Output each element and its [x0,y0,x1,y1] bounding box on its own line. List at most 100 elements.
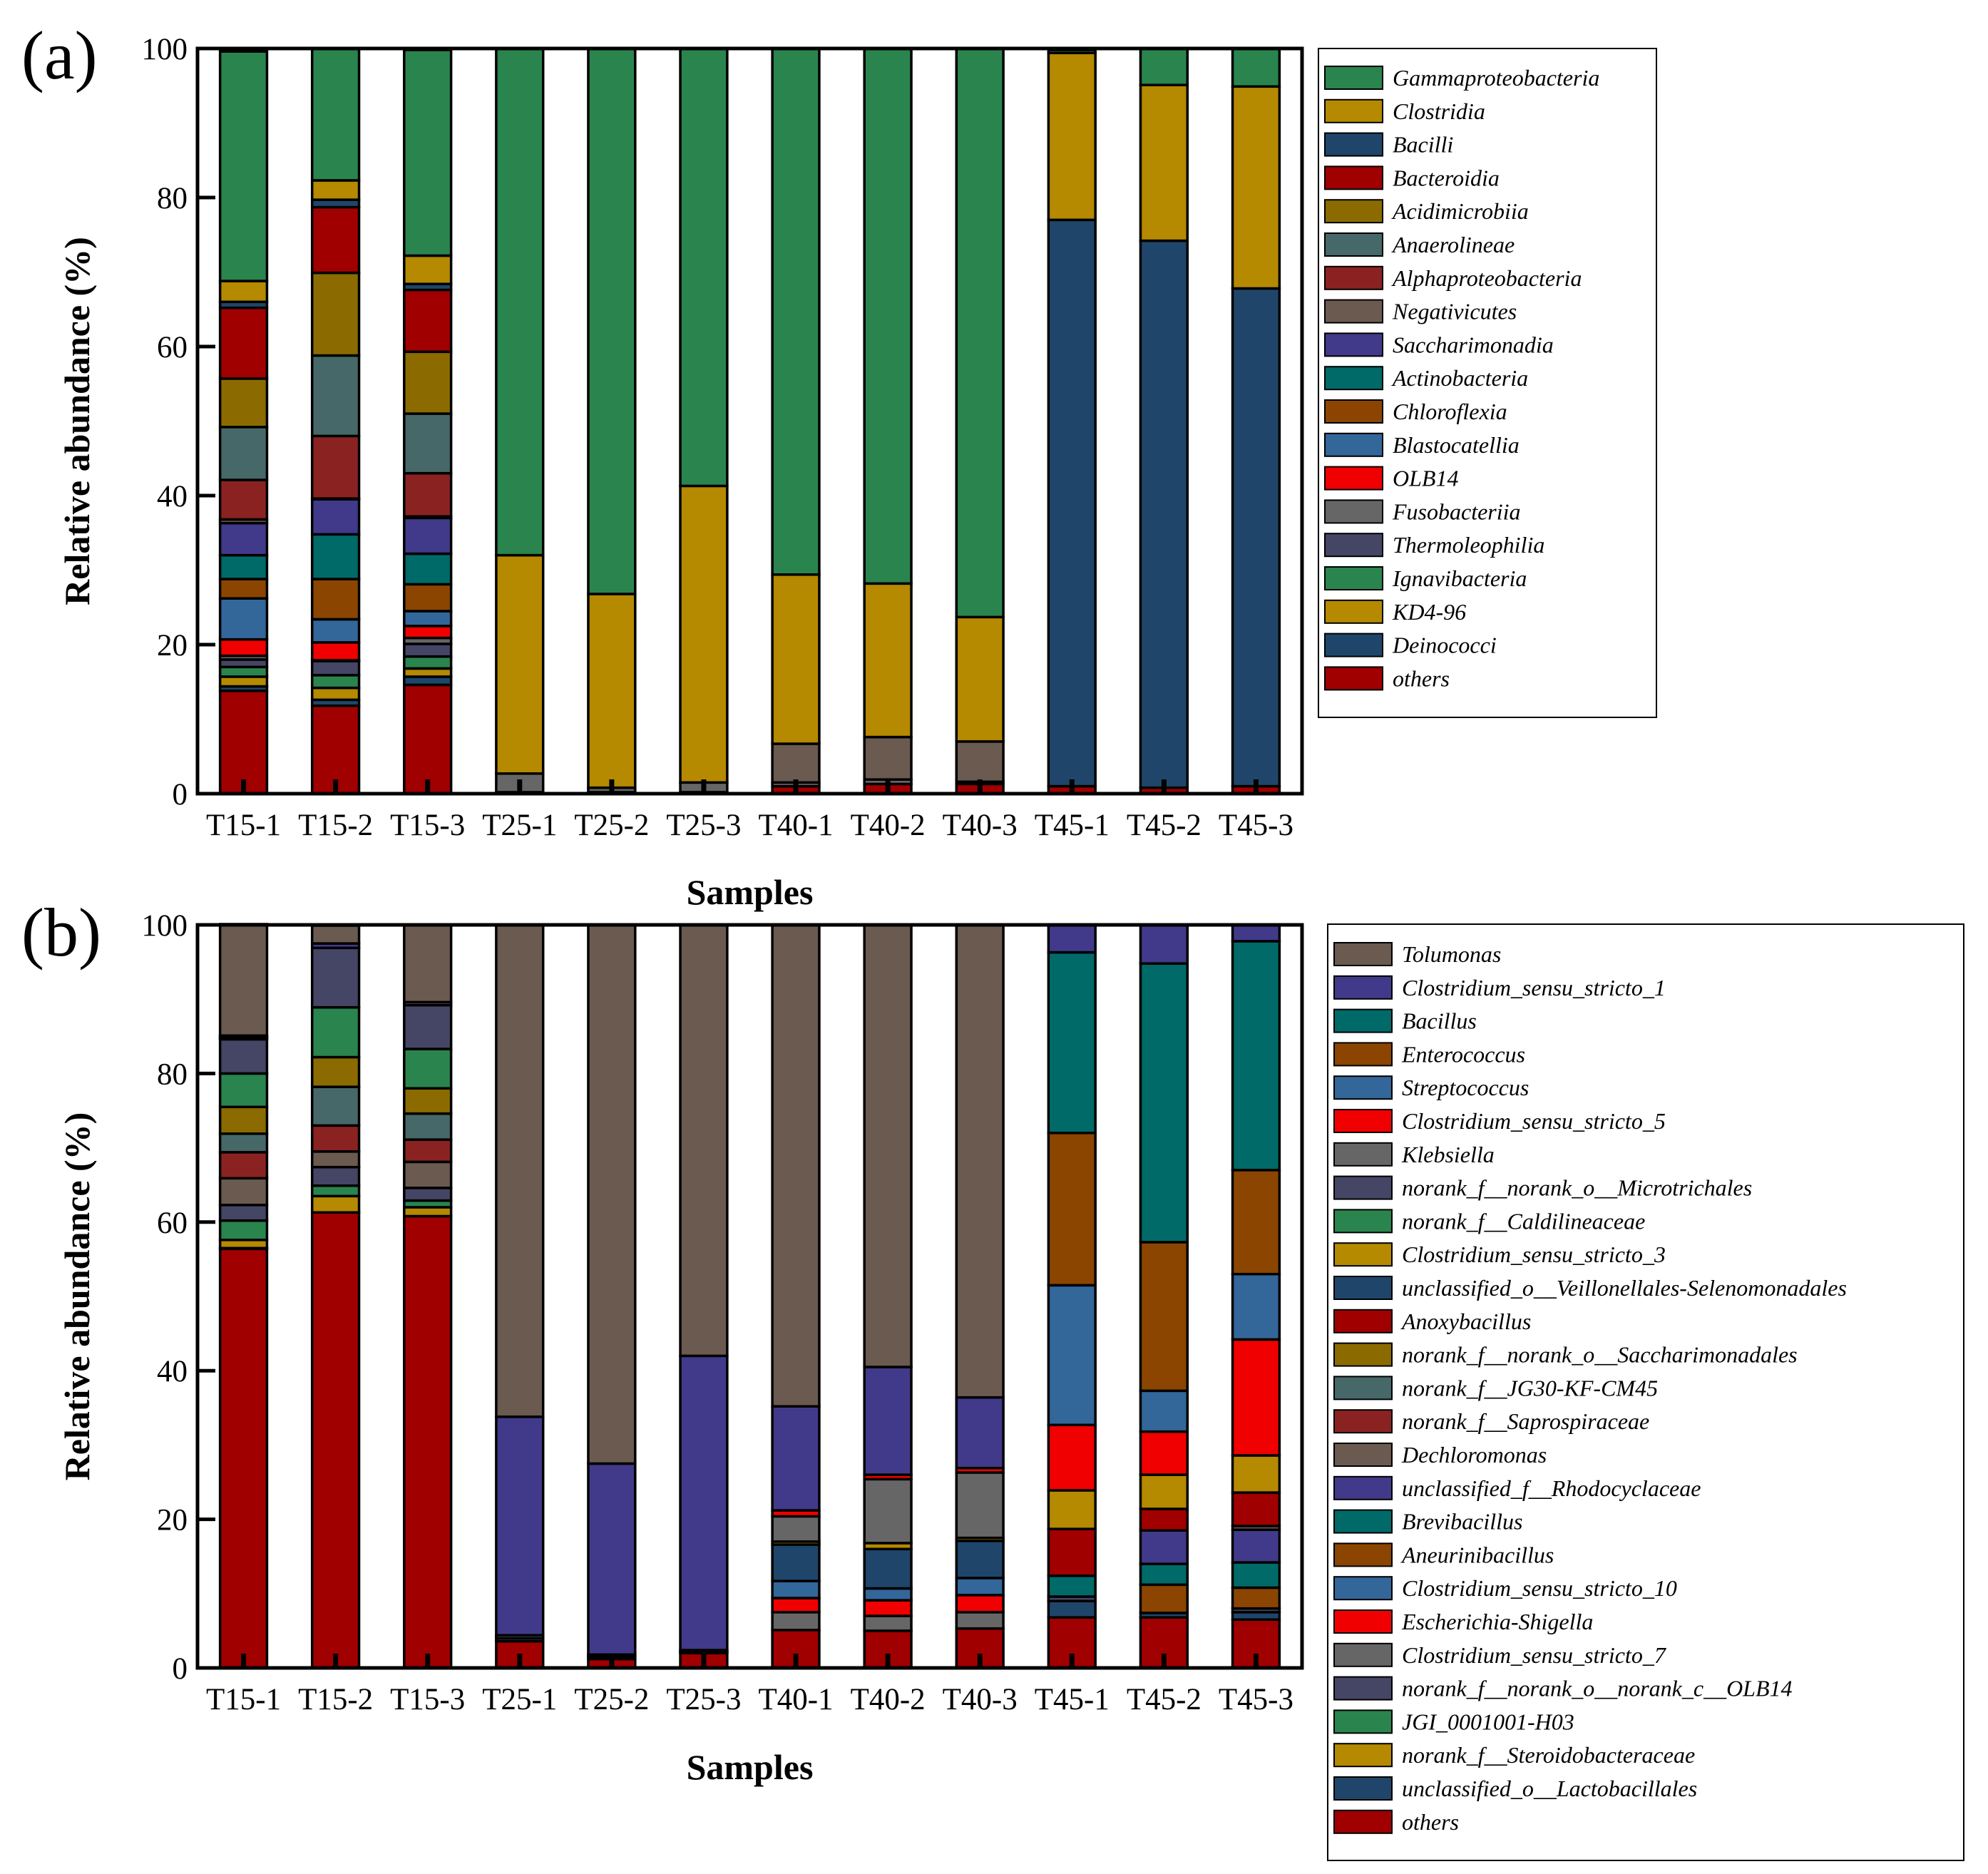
bar-segment [403,412,453,475]
bar-segment [310,686,361,702]
legend-swatch [1324,566,1383,590]
x-tick-label: T25-2 [574,809,649,842]
x-tick-label: T40-3 [943,1683,1018,1716]
legend-swatch [1324,599,1383,624]
legend-label: Thermoleophilia [1393,532,1544,558]
bar-segment [310,618,361,644]
bar-segment [679,1354,729,1652]
bar-stack-T25-3 [679,47,729,795]
legend-label: Anaerolineae [1391,232,1515,257]
bar-stack-T40-2 [863,47,913,795]
bar-segment [495,553,545,775]
x-tick-label: T15-3 [390,1683,465,1716]
bar-stack-T15-2 [310,47,361,795]
x-tick-label: T45-2 [1127,809,1201,842]
y-tick-label: 0 [173,1652,188,1686]
bar-segment [863,1614,913,1632]
legend-swatch [1333,1042,1393,1067]
bar-segment [1139,239,1189,789]
legend: Gammaproteobacteria Clostridia Bacilli Bact… [1318,48,1657,718]
bar-segment [1139,923,1189,965]
bar-segment [218,638,269,657]
y-tick-label: 100 [142,33,188,66]
bar-segment [310,179,361,201]
bar-segment [495,923,545,1418]
bar-segment [1047,1423,1097,1492]
y-tick-label: 60 [157,1207,188,1240]
legend-label: Ignavibacteria [1392,565,1527,591]
x-tick-label: T45-3 [1219,809,1293,842]
bar-segment [310,1150,361,1169]
legend-swatch [1324,66,1383,90]
legend-label: Negativicutes [1392,299,1517,324]
legend-item: norank_f__Steroidobacteraceae [1333,1742,1695,1768]
legend-swatch [1324,399,1383,424]
y-axis-label: Relative abundance (%) [57,1112,97,1481]
bar-segment [310,434,361,500]
legend-item: norank_f__norank_o__norank_c__OLB14 [1333,1676,1793,1701]
legend-label: Fusobacteriia [1392,498,1521,524]
legend-label: unclassified_o__Lactobacillales [1402,1776,1697,1801]
legend-swatch [1324,265,1383,290]
bar-stack-T40-1 [771,923,821,1669]
bar-segment [403,1214,453,1669]
bar-segment [1231,1454,1281,1494]
x-tick-label: T25-2 [574,1683,649,1716]
legend-item: Blastocatellia [1324,432,1520,458]
legend-item: Streptococcus [1333,1075,1529,1100]
bar-segment [587,47,637,595]
bar-stack-T15-3 [403,48,453,795]
legend-swatch [1324,432,1383,457]
bar-segment [955,1594,1005,1614]
bar-segment [1231,923,1281,943]
legend-item: Clostridium_sensu_stricto_10 [1333,1575,1677,1601]
bar-segment [403,254,453,285]
bar-segment [218,1247,269,1669]
bar-segment [1139,962,1189,1244]
bar-stack-T25-2 [587,923,637,1669]
x-tick-label: T25-1 [482,1683,557,1716]
legend-label: Gammaproteobacteria [1393,65,1599,91]
bar-segment [771,1611,821,1632]
legend-swatch [1333,1443,1393,1467]
bar-segment [310,533,361,580]
bar-segment [1047,1284,1097,1427]
bar-segment [310,1194,361,1214]
legend-item: others [1324,665,1450,691]
bar-segment [403,1112,453,1141]
bar-segment [218,1072,269,1109]
bar-segment [310,1085,361,1127]
bar-segment [1047,1575,1097,1598]
bar-stack-T45-1 [1047,48,1097,795]
y-tick-label: 100 [142,909,188,943]
bar-segment [1231,1272,1281,1341]
legend-item: Acidimicrobiia [1324,198,1529,224]
bar-segment [1231,1169,1281,1276]
y-tick-label: 20 [157,629,188,662]
legend-swatch [1333,1743,1393,1768]
legend-swatch [1324,98,1383,123]
plot-frame [195,923,1304,1670]
legend-swatch [1333,1642,1393,1667]
legend-label: Clostridium_sensu_stricto_10 [1402,1575,1677,1601]
bar-segment [679,47,729,488]
bar-segment [1139,83,1189,242]
bar-segment [218,923,269,1038]
bar-segment [218,280,269,304]
legend-swatch [1324,466,1383,491]
bar-segment [1047,48,1097,55]
bar-segment [1139,1507,1189,1532]
legend-item: norank_f__Caldilineaceae [1333,1208,1645,1234]
legend-item: Negativicutes [1324,299,1517,324]
bar-segment [218,1038,269,1075]
plot-frame [195,46,1304,796]
bar-segment [310,660,361,677]
legend-label: Clostridia [1393,98,1485,124]
bar-segment [1139,1583,1189,1614]
bar-segment [955,740,1005,784]
bar-segment [1231,1561,1281,1589]
bar-segment [1047,1489,1097,1530]
legend-item: Thermoleophilia [1324,532,1544,558]
legend-item: norank_f__JG30-KF-CM45 [1333,1375,1658,1401]
bar-segment [218,426,269,481]
